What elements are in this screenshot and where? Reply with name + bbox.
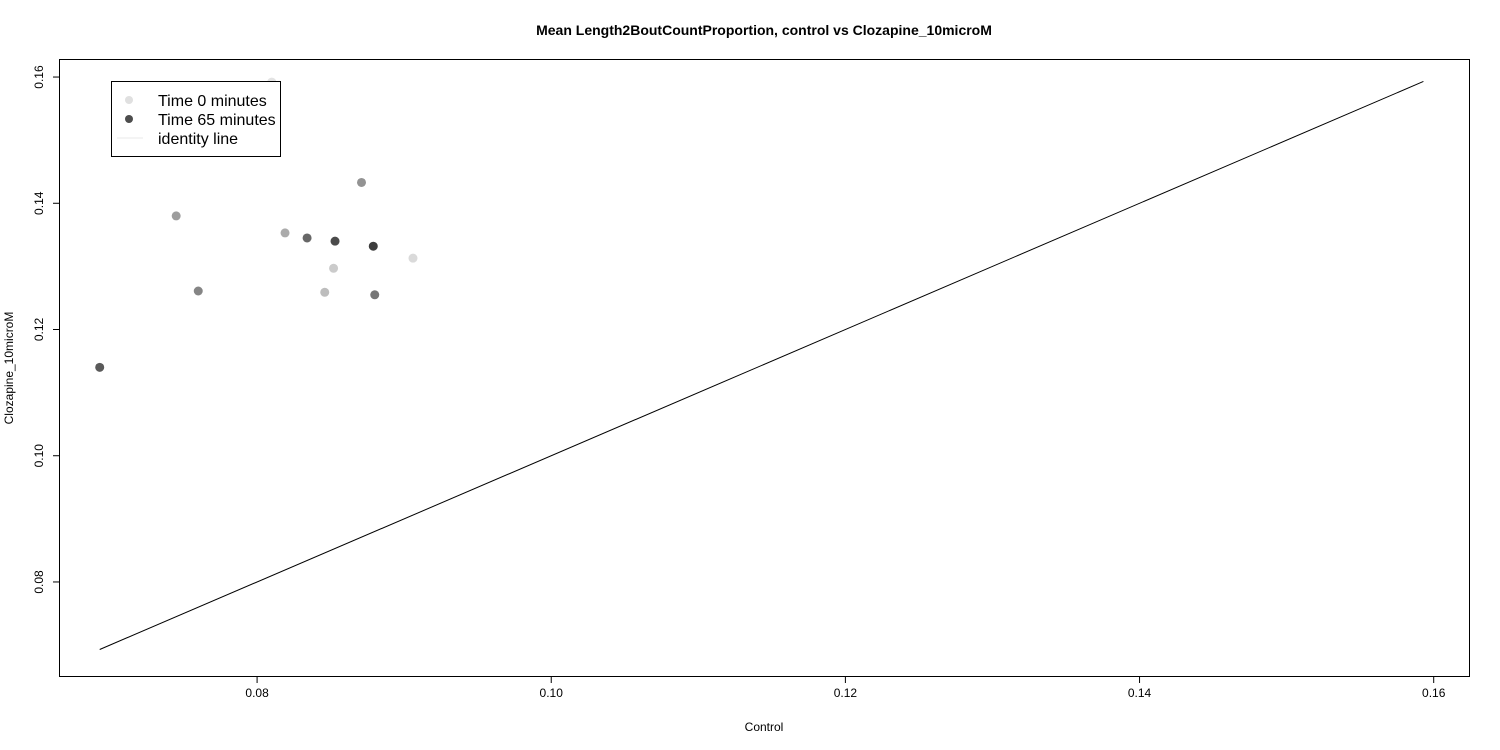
data-point <box>95 362 105 372</box>
legend-label-identity-line: identity line <box>158 131 238 148</box>
y-tick-label: 0.12 <box>32 317 46 341</box>
data-point <box>320 287 330 297</box>
data-point <box>302 233 312 243</box>
plot-frame <box>59 59 1470 677</box>
x-tick-label: 0.14 <box>1128 686 1152 700</box>
data-point <box>330 236 340 246</box>
data-point <box>368 241 378 251</box>
data-point <box>171 211 181 221</box>
legend: Time 0 minutes Time 65 minutes identity … <box>111 81 281 157</box>
x-tick-label: 0.12 <box>834 686 858 700</box>
x-tick-label: 0.16 <box>1422 686 1446 700</box>
legend-marker-time-65 <box>125 115 133 123</box>
x-axis: 0.08 0.10 0.12 0.14 0.16 <box>245 676 1446 700</box>
y-axis: 0.08 0.10 0.12 0.14 0.16 <box>32 65 60 594</box>
legend-label-time-0: Time 0 minutes <box>158 93 267 110</box>
y-axis-label: Clozapine_10microM <box>2 312 16 425</box>
x-tick-label: 0.10 <box>540 686 564 700</box>
legend-label-time-65: Time 65 minutes <box>158 112 276 129</box>
data-point <box>280 228 290 238</box>
y-tick-label: 0.08 <box>32 570 46 594</box>
legend-marker-time-0 <box>125 96 133 104</box>
data-point <box>329 263 339 273</box>
data-point <box>408 253 418 263</box>
legend-box <box>111 81 281 157</box>
data-point <box>357 177 367 187</box>
y-tick-label: 0.14 <box>32 191 46 215</box>
x-tick-label: 0.08 <box>245 686 269 700</box>
data-point <box>193 286 203 296</box>
y-tick-label: 0.10 <box>32 444 46 468</box>
y-tick-label: 0.16 <box>32 65 46 89</box>
data-point <box>370 290 380 300</box>
chart-title: Mean Length2BoutCountProportion, control… <box>536 22 992 38</box>
x-axis-label: Control <box>745 720 784 734</box>
identity-line <box>99 80 1424 650</box>
